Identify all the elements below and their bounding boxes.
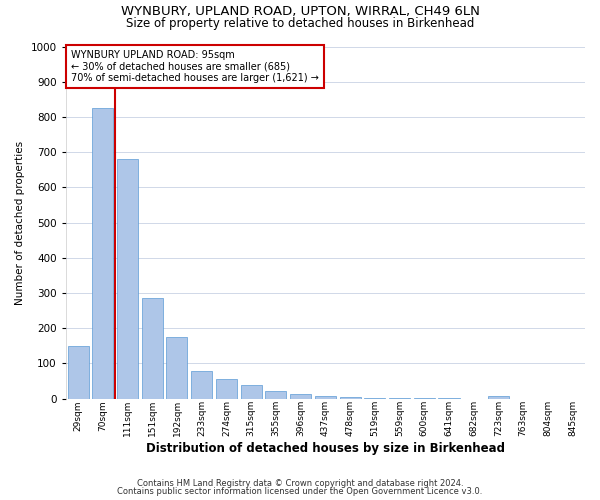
Bar: [142, 298, 163, 398]
X-axis label: Distribution of detached houses by size in Birkenhead: Distribution of detached houses by size …: [146, 442, 505, 455]
Bar: [265, 391, 286, 398]
Text: Contains HM Land Registry data © Crown copyright and database right 2024.: Contains HM Land Registry data © Crown c…: [137, 478, 463, 488]
Bar: [92, 108, 113, 399]
Bar: [241, 384, 262, 398]
Bar: [216, 380, 237, 398]
Bar: [191, 371, 212, 398]
Text: WYNBURY UPLAND ROAD: 95sqm
← 30% of detached houses are smaller (685)
70% of sem: WYNBURY UPLAND ROAD: 95sqm ← 30% of deta…: [71, 50, 319, 83]
Bar: [166, 337, 187, 398]
Bar: [315, 396, 336, 398]
Text: Size of property relative to detached houses in Birkenhead: Size of property relative to detached ho…: [126, 18, 474, 30]
Bar: [290, 394, 311, 398]
Text: Contains public sector information licensed under the Open Government Licence v3: Contains public sector information licen…: [118, 487, 482, 496]
Text: WYNBURY, UPLAND ROAD, UPTON, WIRRAL, CH49 6LN: WYNBURY, UPLAND ROAD, UPTON, WIRRAL, CH4…: [121, 5, 479, 18]
Bar: [117, 159, 138, 398]
Bar: [340, 397, 361, 398]
Bar: [488, 396, 509, 398]
Bar: [68, 346, 89, 399]
Y-axis label: Number of detached properties: Number of detached properties: [15, 140, 25, 304]
